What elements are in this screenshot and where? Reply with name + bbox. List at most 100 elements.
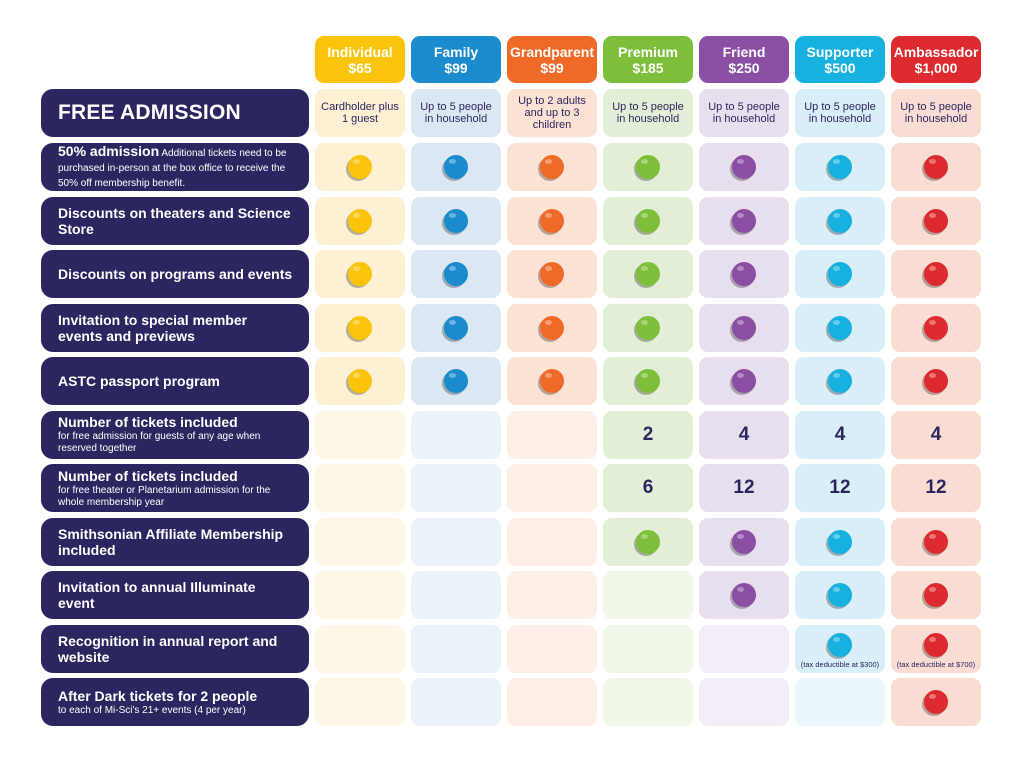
included-dot-icon [348,369,372,393]
benefit-cell-individual [315,357,405,405]
household-note-cell: Up to 5 people in household [891,89,981,137]
tier-name: Family [433,43,479,60]
benefit-cell-premium [603,678,693,726]
included-dot-icon [540,155,564,179]
benefit-cell-premium [603,571,693,619]
tier-price: $185 [632,59,664,76]
benefit-title: Invitation to annual Illuminate event [58,579,295,611]
benefit-cell-family [411,517,501,566]
benefit-cell-friend [699,517,789,566]
benefit-cell-supporter [795,517,885,566]
tier-name: Supporter [806,43,874,60]
included-dot-icon [540,208,564,233]
benefit-title-text: 50% admission [58,142,160,159]
benefit-cell-individual [315,464,405,512]
included-dot-icon [540,315,564,340]
benefit-cell-grandparent [507,464,597,512]
benefit-cell-individual [315,571,405,619]
benefit-cell-grandparent [507,357,597,405]
included-dot-icon [348,262,372,286]
benefit-subtitle: to each of Mi-Sci's 21+ events (4 per ye… [58,704,246,716]
ticket-count: 2 [642,423,654,445]
included-dot-icon [828,155,852,179]
included-dot-icon [732,529,756,554]
included-dot-icon [828,208,852,233]
benefit-title-text: Discounts on theaters and Science Store [58,204,291,237]
included-dot-icon [828,583,852,607]
household-note-cell: Up to 5 people in household [411,89,501,137]
benefit-cell-family [411,464,501,512]
benefit-cell-family [411,196,501,245]
benefit-cell-friend [699,357,789,405]
benefit-title: Discounts on programs and events [58,266,295,282]
benefit-cell-supporter [795,303,885,352]
benefit-cell-friend [699,624,789,673]
benefit-cell-ambassador: (tax deductible at $700) [891,624,981,673]
benefit-cell-premium [603,250,693,298]
benefit-cell-individual [315,517,405,566]
benefit-label: Discounts on theaters and Science Store [41,196,309,245]
benefit-cell-family [411,678,501,726]
benefit-cell-premium [603,196,693,245]
benefit-label: Invitation to special member events and … [41,303,309,352]
free-admission-title: FREE ADMISSION [58,101,241,124]
benefit-cell-grandparent [507,196,597,245]
benefit-label: Invitation to annual Illuminate event [41,571,309,619]
benefit-cell-supporter: 4 [795,410,885,459]
benefit-cell-friend [699,196,789,245]
benefit-cell-family [411,410,501,459]
included-dot-icon [732,155,756,179]
included-dot-icon [924,369,948,393]
tax-deductible-note: (tax deductible at $300) [800,659,880,669]
benefit-label: 50% admission Additional tickets need to… [41,143,309,191]
benefit-cell-family [411,571,501,619]
free-admission-label: FREE ADMISSION [41,89,309,137]
tier-price: $250 [728,59,760,76]
benefit-cell-ambassador [891,303,981,352]
ticket-count: 12 [829,477,851,498]
tier-header-individual: Individual $65 [315,36,405,83]
benefit-cell-friend [699,250,789,298]
benefit-cell-supporter: (tax deductible at $300) [795,624,885,673]
household-note-cell: Up to 5 people in household [795,89,885,137]
benefit-cell-premium [603,143,693,191]
included-dot-icon [732,583,756,607]
ticket-count: 12 [925,477,947,498]
household-note: Up to 5 people in household [612,101,684,125]
tier-header-ambassador: Ambassador $1,000 [891,36,981,83]
included-dot-icon [924,583,948,607]
included-dot-icon [732,262,756,286]
benefit-cell-grandparent [507,678,597,726]
household-note: Cardholder plus 1 guest [321,101,399,125]
benefit-cell-supporter [795,143,885,191]
included-dot-icon [540,369,564,393]
tax-deductible-note: (tax deductible at $700) [896,659,976,669]
ticket-count: 4 [738,423,750,445]
benefit-title-text: Number of tickets included [58,467,238,484]
benefit-cell-family [411,250,501,298]
tier-price: $500 [824,59,856,76]
tier-header-family: Family $99 [411,36,501,83]
benefit-cell-premium: 2 [603,410,693,459]
tier-name: Grandparent [509,43,594,60]
included-dot-icon [732,208,756,233]
household-note-cell: Cardholder plus 1 guest [315,89,405,137]
included-dot-icon [348,315,372,340]
included-dot-icon [924,208,948,233]
benefit-subtitle: for free theater or Planetarium admissio… [58,484,271,508]
ticket-count: 6 [642,477,654,498]
benefit-cell-friend: 4 [699,410,789,459]
benefit-title: Invitation to special member events and … [58,312,295,344]
tier-price: $99 [444,59,468,76]
benefit-label: After Dark tickets for 2 people to each o… [41,678,309,726]
ticket-count: 4 [834,423,846,445]
benefit-cell-grandparent [507,410,597,459]
tier-name: Premium [618,43,678,60]
tier-header-grandparent: Grandparent $99 [507,36,597,83]
benefit-cell-individual [315,303,405,352]
benefit-cell-ambassador [891,571,981,619]
included-dot-icon [444,262,468,286]
included-dot-icon [444,208,468,233]
benefit-cell-supporter [795,357,885,405]
